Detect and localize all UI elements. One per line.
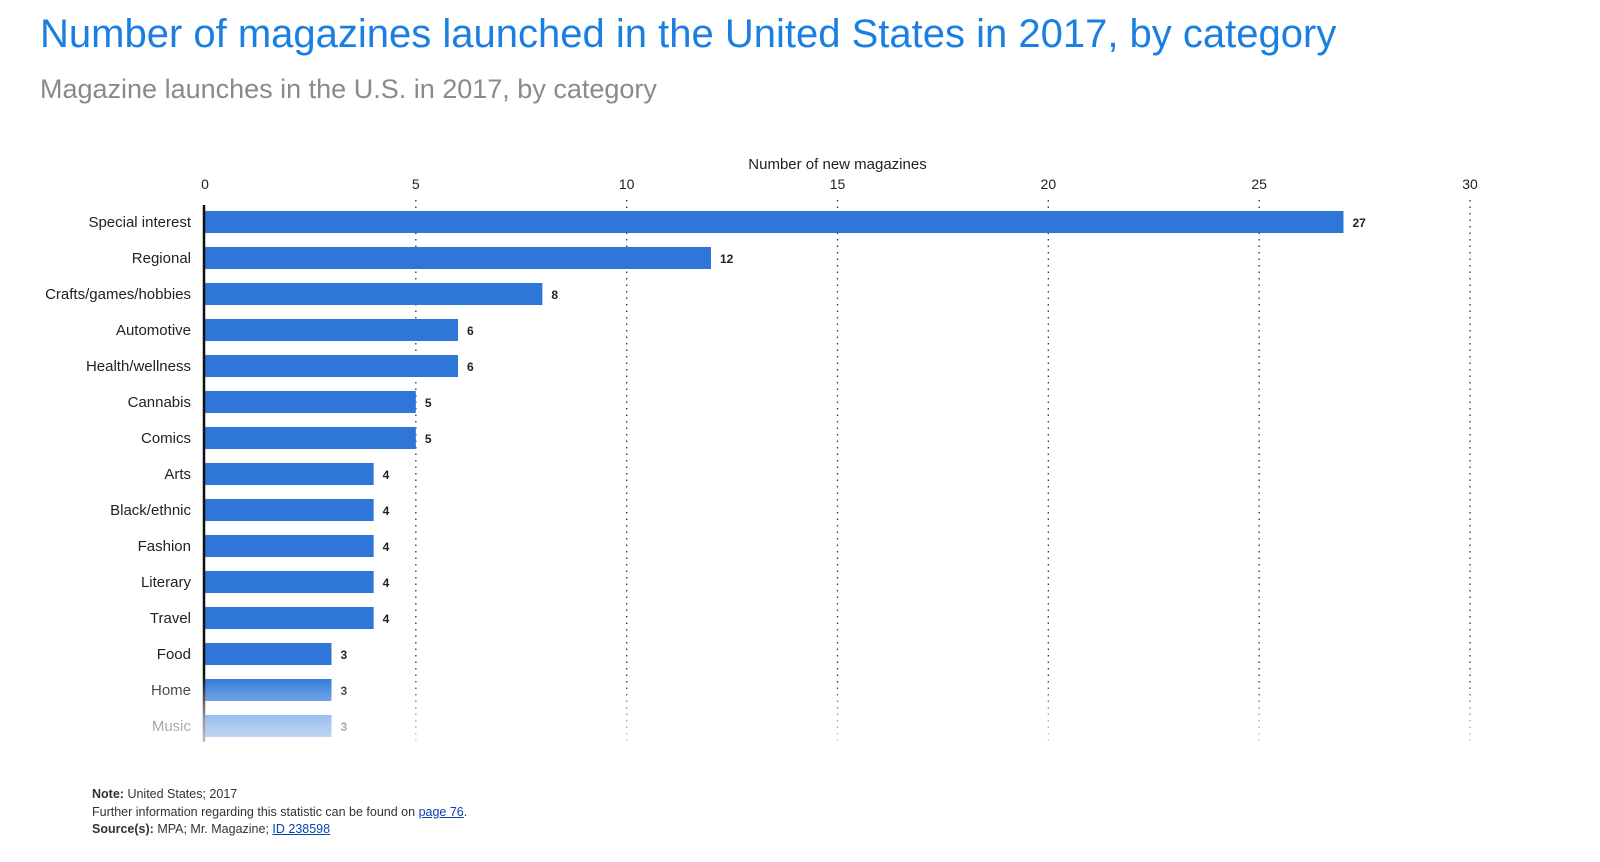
data-label: 4 — [383, 504, 390, 518]
data-label: 6 — [467, 324, 474, 338]
x-tick-label: 0 — [201, 176, 209, 192]
data-label: 27 — [1353, 216, 1367, 230]
info-end: . — [463, 804, 468, 819]
data-label: 8 — [551, 288, 558, 302]
chart-subtitle: Magazine launches in the U.S. in 2017, b… — [40, 74, 657, 104]
info-text: Further information regarding this stati… — [92, 804, 416, 819]
data-label: 4 — [383, 612, 390, 626]
x-tick-label: 5 — [412, 176, 420, 192]
bar — [205, 355, 458, 377]
bar — [205, 463, 374, 485]
category-label: Fashion — [138, 538, 191, 555]
category-label: Food — [157, 646, 191, 663]
x-tick-label: 10 — [619, 176, 635, 192]
bar — [205, 391, 416, 413]
category-labels: Special interest Regional Crafts/games/hob… — [45, 214, 192, 735]
source-line: Source(s): MPA; Mr. Magazine; ID 238598 — [92, 821, 467, 839]
category-label: Travel — [150, 610, 191, 627]
bar — [205, 427, 416, 449]
data-label: 5 — [425, 432, 432, 446]
grid-lines — [415, 200, 1471, 742]
x-axis-title: Number of new magazines — [748, 156, 926, 173]
note-label: Note: — [92, 787, 124, 801]
note-line: Note: United States; 2017 — [92, 786, 467, 804]
data-label: 6 — [467, 360, 474, 374]
category-label: Health/wellness — [86, 358, 191, 375]
category-label: Crafts/games/hobbies — [45, 286, 191, 303]
category-label: Special interest — [88, 214, 191, 231]
bar — [205, 319, 458, 341]
x-tick-label: 30 — [1462, 176, 1478, 192]
note-text: United States; 2017 — [127, 787, 238, 801]
bar — [205, 571, 374, 593]
x-tick-label: 15 — [830, 176, 846, 192]
category-label: Automotive — [116, 322, 191, 339]
category-label: Black/ethnic — [110, 502, 191, 519]
x-axis: 0 5 10 15 20 25 30 — [201, 176, 1478, 192]
statistic-id-link[interactable]: ID 238598 — [272, 822, 331, 836]
bar — [205, 643, 332, 665]
chart-title: Number of magazines launched in the Unit… — [40, 12, 1337, 56]
bars — [205, 211, 1344, 737]
x-tick-label: 25 — [1251, 176, 1267, 192]
bottom-fade — [0, 676, 1600, 770]
data-label: 3 — [341, 648, 348, 662]
category-label: Arts — [164, 466, 191, 483]
source-text: MPA; Mr. Magazine; — [157, 822, 269, 836]
category-label: Regional — [132, 250, 191, 267]
x-tick-label: 20 — [1041, 176, 1057, 192]
bar — [205, 247, 711, 269]
category-label: Cannabis — [128, 394, 191, 411]
data-label: 4 — [383, 540, 390, 554]
bar — [205, 607, 374, 629]
data-label: 5 — [425, 396, 432, 410]
data-label: 12 — [720, 252, 734, 266]
bar — [205, 283, 543, 305]
bar — [205, 499, 374, 521]
bar — [205, 535, 374, 557]
footer: Note: United States; 2017 Further inform… — [92, 786, 467, 839]
data-label: 4 — [383, 468, 390, 482]
info-line: Further information regarding this stati… — [92, 804, 467, 822]
source-label: Source(s): — [92, 822, 154, 836]
category-label: Comics — [141, 430, 191, 447]
page-link[interactable]: page 76 — [418, 804, 464, 819]
category-label: Literary — [141, 574, 192, 591]
data-label: 4 — [383, 576, 390, 590]
bar-chart: 0 5 10 15 20 25 30 Number of new magazines Spe… — [0, 156, 1600, 770]
bar — [205, 211, 1344, 233]
